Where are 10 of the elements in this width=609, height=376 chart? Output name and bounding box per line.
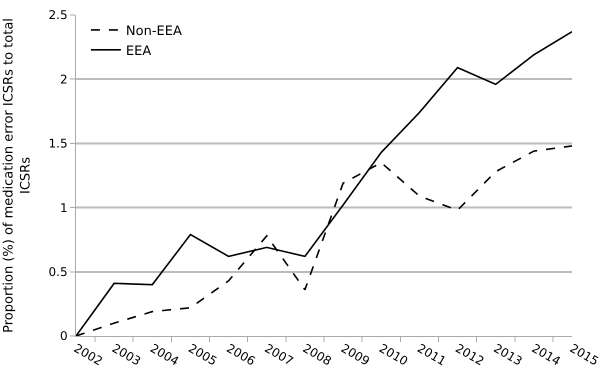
legend-label: EEA [126, 44, 152, 59]
y-tick-label: 1 [60, 200, 68, 215]
y-axis-title: Proportion (%) of medication error ICSRs to total ICSRs [2, 18, 34, 333]
legend-label: Non-EEA [126, 24, 182, 40]
y-tick-label: 2.5 [48, 8, 68, 22]
y-tick-label: 0 [60, 329, 68, 344]
y-tick-label: 2 [60, 72, 68, 86]
x-tick-label: 2007 [262, 341, 296, 368]
y-tick-label: 1.5 [48, 136, 68, 151]
y-tick-label: 0.5 [48, 265, 68, 279]
